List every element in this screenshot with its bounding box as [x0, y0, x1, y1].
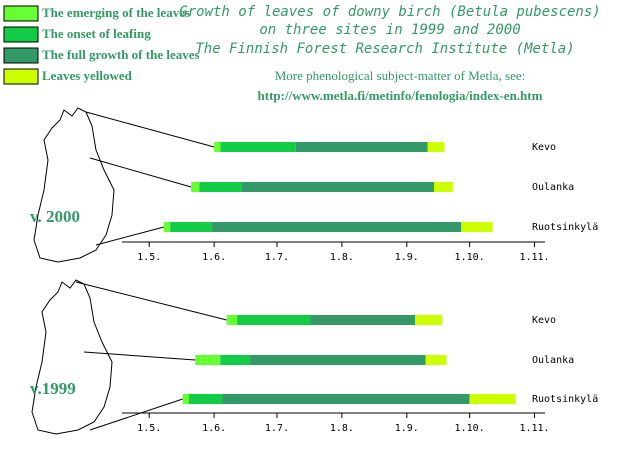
bar-segment: [415, 315, 443, 325]
legend-swatch: [3, 68, 39, 85]
leader-line: [83, 351, 196, 361]
x-tick-label: 1.10.: [455, 252, 485, 263]
legend-label: Leaves yellowed: [42, 68, 133, 83]
bar-segment: [222, 394, 470, 404]
legend-label: The full growth of the leaves: [42, 47, 200, 62]
bar-segment: [191, 182, 200, 192]
more-text: More phenological subject-matter of Metl…: [275, 68, 526, 83]
bar-segment: [310, 315, 416, 325]
bar-segment: [189, 394, 223, 404]
bar-segment: [427, 142, 445, 152]
leader-line: [89, 398, 183, 431]
legend-label: The onset of leafing: [42, 26, 151, 41]
bar-segment: [170, 222, 213, 232]
url[interactable]: http://www.metla.fi/metinfo/fenologia/in…: [258, 88, 543, 103]
x-tick-label: 1.9.: [395, 252, 419, 263]
leader-line: [75, 281, 227, 321]
site-label: Kevo: [532, 315, 556, 326]
x-tick-label: 1.7.: [265, 423, 289, 434]
bar-segment: [226, 315, 238, 325]
bar-segment: [163, 222, 171, 232]
x-tick-label: 1.9.: [395, 423, 419, 434]
legend-swatch: [3, 47, 39, 64]
bar-segment: [237, 315, 311, 325]
map-finland: [33, 107, 115, 263]
bar-segment: [461, 222, 493, 232]
bar-segment: [434, 182, 453, 192]
bar-segment: [220, 355, 250, 365]
x-tick-label: 1.8.: [330, 423, 354, 434]
x-tick-label: 1.6.: [202, 252, 226, 263]
bar-segment: [182, 394, 190, 404]
title-line: Growth of leaves of downy birch (Betula …: [179, 4, 600, 20]
maps: [31, 107, 115, 435]
x-tick-label: 1.6.: [202, 423, 226, 434]
x-tick-label: 1.7.: [265, 252, 289, 263]
map-finland: [31, 279, 113, 435]
title-line: The Finnish Forest Research Institute (M…: [195, 41, 574, 57]
bar-segment: [195, 355, 221, 365]
site-label: Ruotsinkylä: [532, 222, 598, 233]
leader-line: [85, 111, 215, 148]
site-label: Oulanka: [532, 355, 574, 366]
site-label: Kevo: [532, 142, 556, 153]
bar-segment: [241, 182, 435, 192]
legend-swatch: [3, 26, 39, 43]
bar-segment: [199, 182, 242, 192]
x-tick-label: 1.11.: [519, 252, 549, 263]
x-tick-label: 1.5.: [137, 423, 161, 434]
bar-segment: [212, 222, 462, 232]
year-label: v. 2000: [30, 207, 80, 226]
year-label: v.1999: [30, 379, 76, 398]
bar-segment: [425, 355, 447, 365]
legend-swatch: [3, 5, 39, 22]
x-tick-label: 1.11.: [519, 423, 549, 434]
bar-segment: [469, 394, 516, 404]
x-tick-label: 1.8.: [330, 252, 354, 263]
bar-segment: [249, 355, 426, 365]
x-tick-label: 1.5.: [137, 252, 161, 263]
bar-segment: [295, 142, 428, 152]
title-line: on three sites in 1999 and 2000: [259, 22, 520, 38]
x-tick-label: 1.10.: [455, 423, 485, 434]
legend-label: The emerging of the leaves: [42, 5, 190, 20]
site-label: Oulanka: [532, 182, 574, 193]
leader-line: [95, 226, 165, 246]
site-label: Ruotsinkylä: [532, 394, 598, 405]
bar-segment: [214, 142, 221, 152]
leader-line: [89, 157, 192, 188]
bar-segment: [220, 142, 296, 152]
